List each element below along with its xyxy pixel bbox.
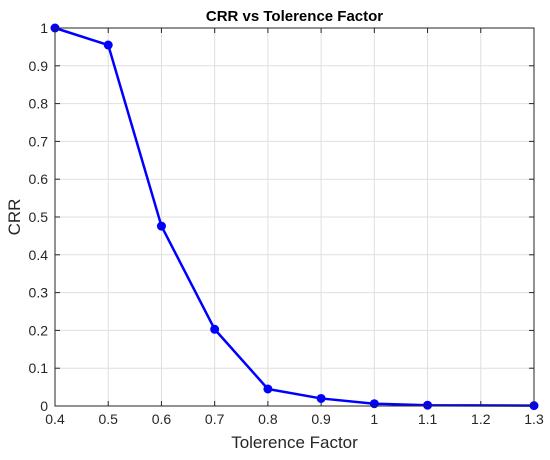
x-tick-label: 1 [370, 411, 378, 427]
y-tick-label: 0.4 [29, 247, 49, 263]
x-tick-label: 0.4 [45, 411, 65, 427]
data-point [156, 221, 166, 231]
x-tick-label: 1.2 [471, 411, 491, 427]
x-tick-label: 1.3 [524, 411, 544, 427]
x-tick-labels: 0.4 0.5 0.6 0.7 0.8 0.9 1 1.1 1.2 1.3 [45, 411, 544, 427]
y-tick-label: 0 [40, 398, 48, 414]
data-point [263, 384, 273, 394]
chart-title: CRR vs Tolerence Factor [206, 8, 383, 25]
x-tick-label: 0.6 [152, 411, 172, 427]
data-point [103, 40, 113, 50]
x-tick-label: 0.8 [258, 411, 278, 427]
y-tick-label: 0.2 [29, 322, 49, 338]
y-tick-label: 0.5 [29, 209, 49, 225]
y-tick-label: 0.9 [29, 58, 49, 74]
y-tick-label: 1 [40, 20, 48, 36]
plot-frame [54, 27, 535, 407]
x-tick-label: 0.5 [98, 411, 118, 427]
y-tick-label: 0.3 [29, 285, 49, 301]
x-tick-label: 1.1 [418, 411, 438, 427]
y-axis-label: CRR [5, 199, 24, 236]
data-point [369, 399, 379, 409]
x-axis-label: Tolerence Factor [231, 433, 358, 452]
y-tick-labels: 0 0.1 0.2 0.3 0.4 0.5 0.6 0.7 0.8 0.9 1 [29, 20, 49, 414]
y-tick-label: 0.6 [29, 171, 49, 187]
y-tick-label: 0.1 [29, 360, 49, 376]
data-point [423, 400, 433, 410]
x-tick-label: 0.9 [311, 411, 331, 427]
y-tick-label: 0.7 [29, 133, 49, 149]
x-tick-label: 0.7 [205, 411, 225, 427]
y-tick-label: 0.8 [29, 96, 49, 112]
data-point [210, 324, 220, 334]
series-group [50, 23, 539, 411]
data-point [316, 393, 326, 403]
